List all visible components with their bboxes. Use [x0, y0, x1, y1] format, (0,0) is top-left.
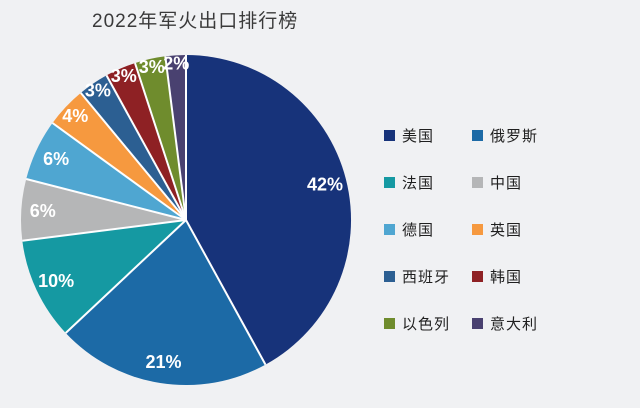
legend-swatch [384, 317, 395, 329]
slice-separator [65, 219, 187, 334]
slice-separator [185, 219, 267, 366]
legend-label: 中国 [490, 174, 523, 192]
legend-swatch [384, 270, 395, 282]
legend-swatch [472, 270, 483, 282]
legend-swatch [472, 129, 483, 141]
slice-separator [134, 62, 187, 221]
pie-slice-英国 [52, 92, 186, 220]
legend-swatch [384, 129, 395, 141]
pie-slice-label-韩国: 3% [111, 66, 137, 86]
legend-swatch [384, 176, 395, 188]
pie-slice-法国 [22, 220, 186, 333]
legend-swatch [472, 317, 483, 329]
slice-separator [80, 92, 187, 221]
slice-separator [105, 74, 187, 221]
legend-item-法国: 法国 [384, 172, 472, 192]
slice-separator [22, 219, 187, 242]
legend-swatch [384, 223, 395, 235]
pie-slice-label-俄罗斯: 21% [145, 352, 181, 372]
legend-label: 法国 [402, 174, 435, 192]
pie-slice-西班牙 [80, 75, 186, 221]
slice-separator [25, 178, 187, 221]
pie-slice-label-德国: 6% [43, 149, 69, 169]
legend: 美国 俄罗斯法国 中国德国 英国西班牙 韩国以色列 意大利 [384, 125, 538, 333]
pie-slice-label-美国: 42% [307, 174, 343, 194]
legend-item-韩国: 韩国 [472, 266, 538, 286]
pie-slice-label-中国: 6% [30, 201, 56, 221]
pie-slice-label-英国: 4% [62, 106, 88, 126]
pie-slice-韩国 [106, 63, 186, 220]
legend-label: 西班牙 [402, 268, 451, 286]
legend-label: 以色列 [402, 315, 451, 333]
pie-slice-label-以色列: 3% [139, 57, 165, 77]
legend-item-以色列: 以色列 [384, 313, 472, 333]
pie-slice-德国 [26, 123, 187, 220]
legend-item-英国: 英国 [472, 219, 538, 239]
legend-swatch [472, 176, 483, 188]
slice-separator [164, 56, 187, 221]
pie-slice-美国 [186, 54, 352, 365]
pie-slice-label-西班牙: 3% [85, 80, 111, 100]
legend-item-美国: 美国 [384, 125, 472, 145]
legend-label: 美国 [402, 127, 435, 145]
legend-label: 德国 [402, 221, 435, 239]
legend-label: 英国 [490, 221, 523, 239]
legend-item-意大利: 意大利 [472, 313, 538, 333]
legend-item-俄罗斯: 俄罗斯 [472, 125, 538, 145]
pie-slice-中国 [21, 179, 187, 241]
legend-label: 意大利 [490, 315, 539, 333]
legend-label: 俄罗斯 [490, 127, 539, 145]
legend-label: 韩国 [490, 268, 523, 286]
legend-swatch [472, 223, 483, 235]
pie-slice-label-法国: 10% [38, 271, 74, 291]
legend-item-德国: 德国 [384, 219, 472, 239]
pie-slice-俄罗斯 [65, 220, 266, 386]
pie-slice-label-意大利: 2% [163, 54, 189, 74]
chart-title: 2022年军火出口排行榜 [92, 11, 299, 32]
legend-item-中国: 中国 [472, 172, 538, 192]
slice-separator [51, 122, 187, 221]
legend-item-西班牙: 西班牙 [384, 266, 472, 286]
